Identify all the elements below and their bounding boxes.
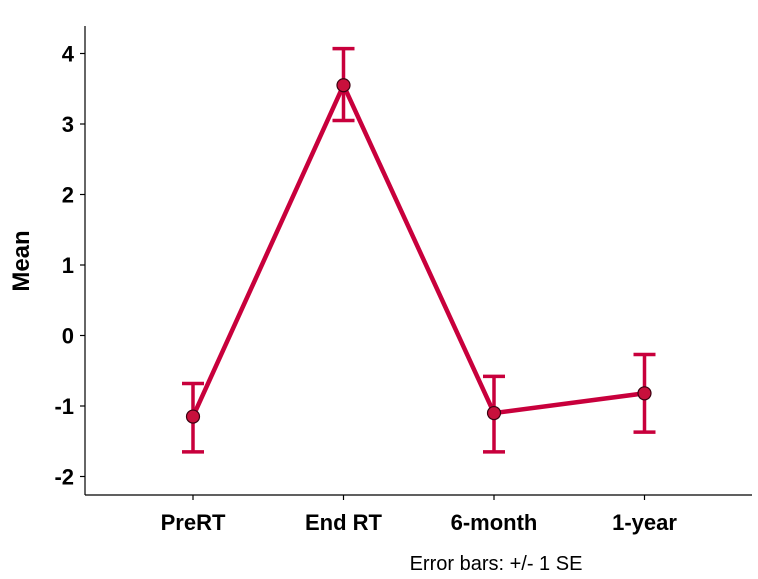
data-point <box>486 405 502 421</box>
data-point <box>637 386 652 401</box>
error-bar-note: Error bars: +/- 1 SE <box>410 553 583 575</box>
y-tick-label: 2 <box>62 183 74 208</box>
x-tick-label: 1-year <box>612 510 677 535</box>
y-tick-label: -2 <box>54 465 74 490</box>
series-line <box>190 82 645 418</box>
y-tick-label: 4 <box>62 42 75 67</box>
x-tick-label: 6-month <box>451 510 538 535</box>
x-tick-label: End RT <box>305 510 383 535</box>
data-point <box>185 409 201 424</box>
y-tick-label: 3 <box>62 112 74 137</box>
data-point <box>336 78 351 93</box>
plot-layer: 4 3 2 1 0 -1 -2 PreRT End RT 6-month 1-year <box>54 42 677 536</box>
y-tick-label: 0 <box>62 324 74 349</box>
x-tick-label: PreRT <box>161 510 226 535</box>
y-axis-title: Mean <box>8 230 35 291</box>
y-tick-label: 1 <box>62 253 74 278</box>
y-tick-label: -1 <box>54 394 74 419</box>
